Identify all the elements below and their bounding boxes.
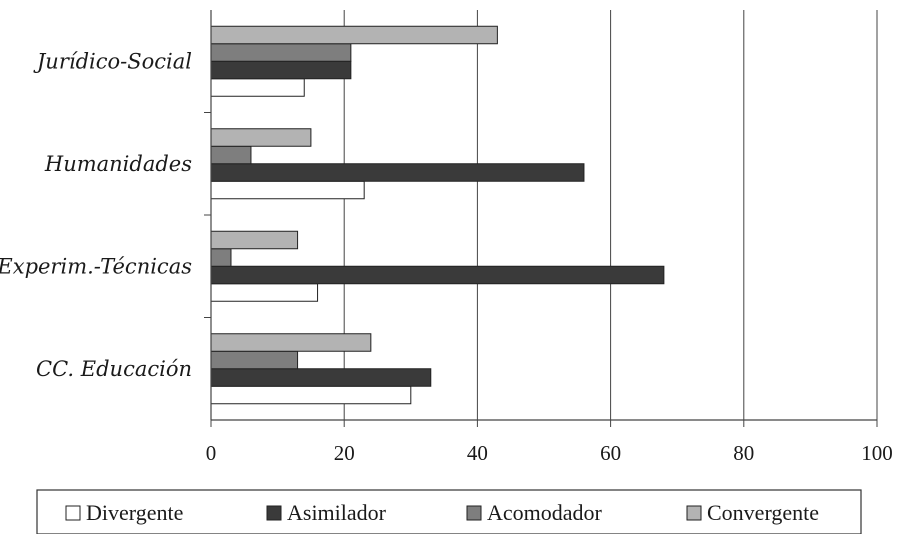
bar <box>210 265 665 285</box>
bar <box>210 128 312 147</box>
bar <box>210 60 352 80</box>
bar <box>210 25 498 45</box>
legend-swatch <box>686 505 702 521</box>
legend: Divergente Asimilador Acomodador Convergent… <box>36 489 862 534</box>
category-label: CC. Educación <box>36 357 192 381</box>
x-tick-label: 20 <box>334 441 355 465</box>
bar <box>210 180 365 200</box>
bar <box>210 163 585 182</box>
bar <box>210 283 319 302</box>
bar <box>210 333 372 352</box>
bar <box>210 43 352 62</box>
bar <box>210 385 412 405</box>
x-tick-labels: 0 20 40 60 80 100 <box>206 441 893 465</box>
x-tick-label: 0 <box>206 441 217 465</box>
x-tick-label: 80 <box>733 441 754 465</box>
bars <box>210 25 665 405</box>
bar <box>210 248 232 267</box>
legend-label: Divergente <box>86 500 183 525</box>
bar <box>210 368 432 387</box>
bar <box>210 145 252 165</box>
gridlines <box>343 10 878 420</box>
legend-label: Convergente <box>707 500 819 525</box>
x-tick-label: 40 <box>467 441 488 465</box>
x-tick-label: 100 <box>861 441 893 465</box>
axes <box>204 10 878 427</box>
category-label: Experim.-Técnicas <box>0 254 192 278</box>
bar <box>210 230 299 250</box>
legend-box <box>36 489 862 534</box>
legend-label: Acomodador <box>487 500 603 525</box>
bar <box>210 350 299 370</box>
category-label: Humanidades <box>44 152 192 176</box>
legend-swatch <box>266 505 282 521</box>
legend-label: Asimilador <box>287 500 387 525</box>
bar <box>210 78 305 97</box>
category-label: Jurídico-Social <box>33 49 192 73</box>
legend-swatch <box>65 505 81 521</box>
x-tick-label: 60 <box>600 441 621 465</box>
legend-swatch <box>466 505 482 521</box>
category-labels: Jurídico-Social Humanidades Experim.-Técni… <box>0 49 192 381</box>
